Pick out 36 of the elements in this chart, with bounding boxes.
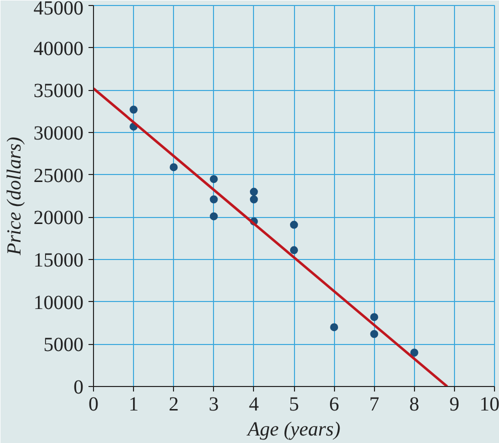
y-tick-label: 15000: [34, 250, 84, 272]
point: [170, 163, 178, 172]
x-tick-label: 5: [289, 394, 299, 416]
point: [210, 175, 218, 184]
x-tick-label: 0: [88, 394, 98, 416]
x-axis-title: Age (years): [246, 418, 341, 440]
y-tick-label: 45000: [34, 0, 84, 20]
y-tick-label: 30000: [34, 122, 84, 144]
y-tick-label: 25000: [34, 164, 84, 187]
point: [290, 220, 298, 229]
y-tick-label: 40000: [34, 38, 84, 60]
x-tick-label: 2: [168, 394, 179, 416]
y-tick-label: 5000: [44, 334, 84, 356]
point: [250, 188, 258, 196]
point: [130, 106, 138, 114]
x-tick-label: 10: [480, 394, 499, 416]
x-tick-label: 6: [329, 394, 340, 416]
point: [250, 195, 258, 204]
x-tick-label: 8: [409, 394, 420, 416]
x-tick-label: 3: [208, 394, 219, 416]
y-tick-label: 35000: [34, 80, 84, 102]
point: [290, 246, 298, 254]
point: [370, 330, 378, 338]
y-axis-title: Price (dollars): [4, 136, 26, 256]
y-tick-label: 20000: [34, 207, 84, 230]
point: [410, 348, 418, 357]
x-tick-label: 7: [369, 394, 380, 416]
y-tick-label: 0: [74, 376, 84, 398]
x-tick-label: 1: [128, 394, 139, 416]
x-tick-label: 9: [449, 394, 460, 416]
point: [210, 195, 218, 204]
point: [370, 313, 378, 322]
y-tick-label: 10000: [34, 292, 84, 314]
point: [210, 212, 218, 220]
x-tick-label: 4: [248, 394, 259, 416]
point: [330, 323, 338, 332]
